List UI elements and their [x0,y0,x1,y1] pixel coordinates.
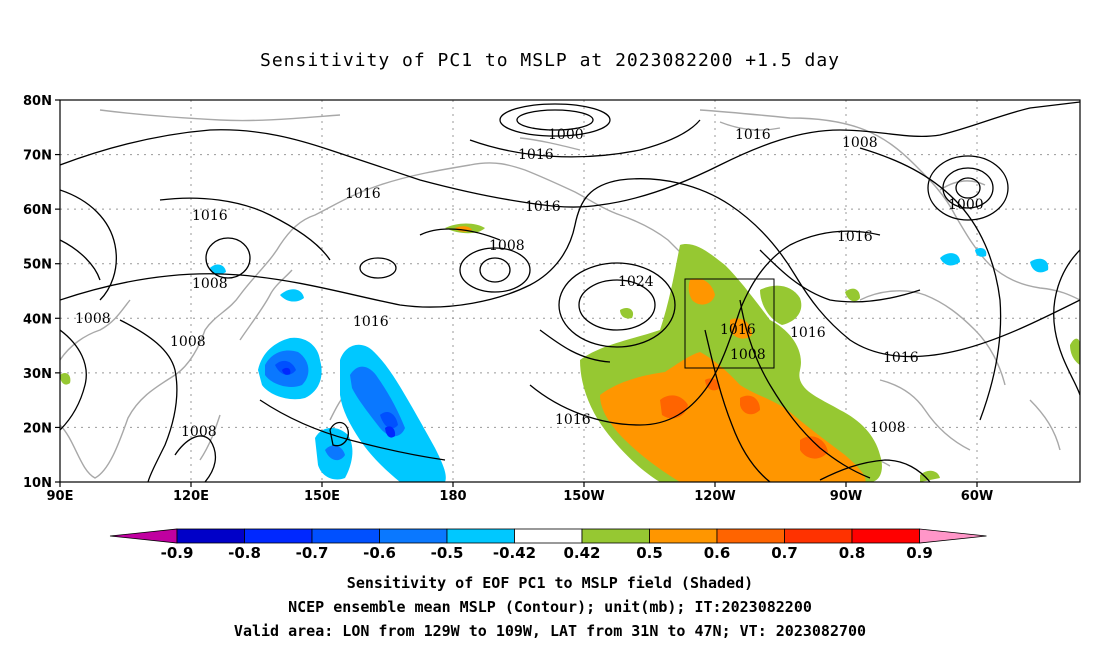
caption-line-2: NCEP ensemble mean MSLP (Contour); unit(… [288,598,812,616]
colorbar-label: -0.9 [161,544,194,562]
lon-tick-label: 60W [961,489,993,504]
colorbar-label: 0.8 [839,544,866,562]
lat-tick-label: 10N [23,476,52,491]
contour-label: 1008 [489,238,525,254]
negative-sensitivity-shading [210,248,1049,482]
contour-label: 1016 [555,412,591,428]
colorbar-label: -0.7 [296,544,329,562]
contour-label: 1016 [735,127,771,143]
chart-title: Sensitivity of PC1 to MSLP at 2023082200… [259,50,840,71]
contour-label: 1024 [618,274,654,290]
colorbar-segment [581,528,650,544]
colorbar-arrow-left [109,528,178,544]
lat-tick-label: 70N [23,149,52,164]
colorbar-segment [784,528,853,544]
colorbar-label: 0.6 [704,544,731,562]
colorbar-label: 0.7 [771,544,798,562]
contour-label: 1000 [548,127,584,143]
colorbar-segment [649,528,718,544]
positive-sensitivity-shading [60,223,1080,482]
caption-line-3: Valid area: LON from 129W to 109W, LAT f… [233,622,867,640]
valid-area-box [684,278,775,369]
contour-label: 1016 [720,322,756,338]
colorbar-label: -0.5 [431,544,464,562]
colorbar-label: 0.9 [906,544,933,562]
contour-label: 1008 [75,311,111,327]
contour-low-1000 [499,103,611,137]
map-content [60,100,1080,482]
contour-label: 1016 [192,208,228,224]
lon-tick-label: 180 [439,489,466,504]
contour-label: 1008 [181,424,217,440]
contour-label: 1016 [883,350,919,366]
colorbar-label: -0.8 [228,544,261,562]
lat-tick-label: 40N [23,312,52,327]
colorbar-segment [514,528,583,544]
contour-label: 1008 [870,420,906,436]
contour-label: 1016 [345,186,381,202]
lat-tick-label: 80N [23,94,52,109]
contour-label: 1000 [948,197,984,213]
contour-label: 1016 [525,199,561,215]
lon-tick-label: 120W [694,489,735,504]
caption-line-1: Sensitivity of EOF PC1 to MSLP field (Sh… [346,574,754,592]
lat-tick-label: 50N [23,258,52,273]
contour-high-1024 [558,262,676,348]
colorbar-segment [244,528,313,544]
lon-tick-label: 90E [47,489,74,504]
contour-label: 1016 [518,147,554,163]
lon-tick-label: 120E [173,489,209,504]
lat-tick-label: 30N [23,367,52,382]
colorbar-segment [446,528,515,544]
colorbar-label: 0.5 [636,544,663,562]
contour-labels: 1000 1016 1016 1008 1000 1016 1016 1016 … [75,127,984,440]
colorbar-label: -0.42 [493,544,536,562]
contour-label: 1008 [170,334,206,350]
colorbar-segment [379,528,448,544]
lon-tick-label: 150W [563,489,604,504]
colorbar-segment [851,528,920,544]
colorbar-label: -0.6 [363,544,396,562]
colorbar-segment [716,528,785,544]
contour-label: 1016 [353,314,389,330]
mslp-contours [60,101,1080,482]
lon-tick-label: 90W [830,489,862,504]
colorbar: -0.9 -0.8 -0.7 -0.6 -0.5 -0.42 0.42 0.5 0.6 0.7 0.… [109,528,987,562]
contour-label: 1016 [790,325,826,341]
contour-label: 1008 [192,276,228,292]
colorbar-arrow-right [919,528,987,544]
contour-label: 1008 [842,135,878,151]
colorbar-label: 0.42 [563,544,600,562]
colorbar-segment [176,528,245,544]
colorbar-segment [311,528,380,544]
lon-tick-label: 150E [304,489,340,504]
map-border [59,99,1081,483]
lat-tick-label: 20N [23,421,52,436]
contour-label: 1016 [837,229,873,245]
lat-tick-label: 60N [23,203,52,218]
contour-label: 1008 [730,347,766,363]
